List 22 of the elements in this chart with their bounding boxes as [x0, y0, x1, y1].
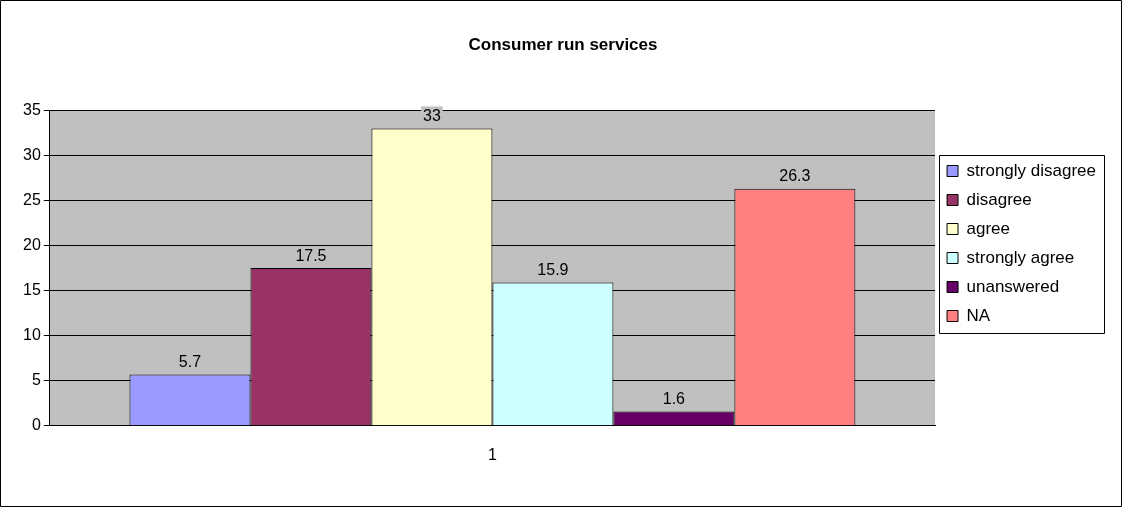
y-tick-label: 25	[23, 190, 41, 208]
legend-label: disagree	[966, 189, 1032, 209]
legend-label: strongly agree	[966, 247, 1075, 267]
data-label: 33	[423, 106, 441, 124]
legend-label: NA	[966, 305, 991, 325]
y-tick-label: 35	[23, 100, 41, 118]
data-label: 17.5	[295, 246, 327, 264]
data-label: 15.9	[537, 260, 569, 278]
data-label: 5.7	[178, 352, 202, 370]
legend-label: unanswered	[966, 276, 1060, 296]
y-tick-label: 10	[23, 326, 41, 344]
chart-title: Consumer run services	[468, 34, 658, 54]
data-label: 26.3	[779, 167, 811, 185]
legend-label: agree	[966, 218, 1011, 238]
y-tick-label: 30	[23, 145, 41, 163]
y-tick-label: 5	[31, 371, 41, 389]
y-tick-label: 0	[31, 416, 41, 434]
x-tick-label: 1	[487, 445, 497, 463]
legend-label: strongly disagree	[966, 160, 1097, 180]
y-tick-label: 15	[23, 281, 41, 299]
data-label: 1.6	[662, 389, 686, 407]
y-tick-label: 20	[23, 235, 41, 253]
